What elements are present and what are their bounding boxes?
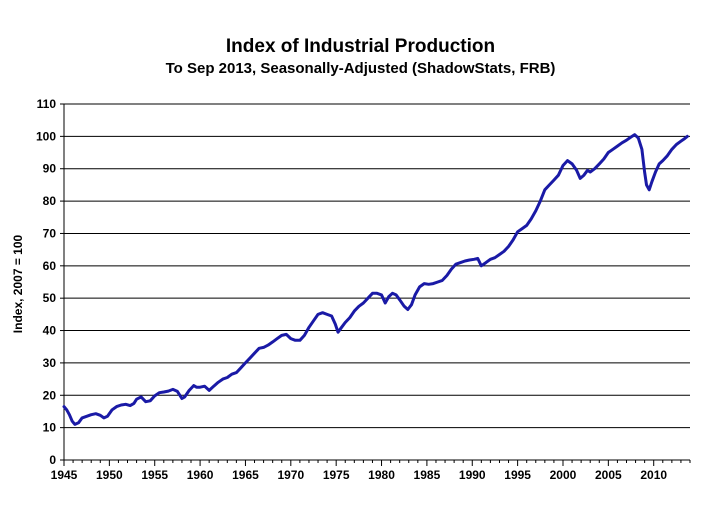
series-line-0: [62, 133, 689, 426]
x-tick-label-1970: 1970: [277, 468, 304, 482]
y-tick-label-70: 70: [43, 226, 57, 240]
x-tick-label-1980: 1980: [368, 468, 395, 482]
y-tick-label-40: 40: [43, 324, 57, 338]
x-tick-label-1985: 1985: [414, 468, 441, 482]
x-tick-label-1960: 1960: [187, 468, 214, 482]
y-tick-label-110: 110: [37, 97, 57, 111]
x-tick-label-1955: 1955: [141, 468, 168, 482]
y-tick-label-20: 20: [43, 388, 57, 402]
x-tick-label-1975: 1975: [323, 468, 350, 482]
series-group: [62, 133, 689, 426]
y-tick-label-90: 90: [43, 162, 57, 176]
y-tick-label-50: 50: [43, 291, 57, 305]
y-tick-label-0: 0: [49, 453, 56, 467]
x-axis-ticks: 1945 1950 1955 1960 1965 1970 1975 1980 1985 1990…: [51, 460, 691, 482]
x-tick-label-2010: 2010: [640, 468, 667, 482]
x-tick-label-2000: 2000: [550, 468, 577, 482]
y-axis-label: Index, 2007 = 100: [11, 234, 25, 333]
x-tick-label-1990: 1990: [459, 468, 486, 482]
chart-subtitle: To Sep 2013, Seasonally-Adjusted (Shadow…: [165, 60, 556, 77]
x-tick-label-2005: 2005: [595, 468, 622, 482]
y-tick-label-100: 100: [36, 129, 56, 143]
axes: [63, 104, 690, 461]
y-tick-label-80: 80: [43, 194, 57, 208]
x-tick-label-1965: 1965: [232, 468, 259, 482]
y-tick-label-30: 30: [43, 356, 57, 370]
y-tick-label-10: 10: [43, 421, 57, 435]
y-axis-ticks: 0 10 20 30 40 50 60 70 80 90 100 110: [36, 97, 64, 467]
x-tick-label-1950: 1950: [96, 468, 123, 482]
grid-lines: [64, 103, 690, 429]
x-tick-label-1945: 1945: [51, 468, 78, 482]
x-tick-label-1995: 1995: [504, 468, 531, 482]
y-tick-label-60: 60: [43, 259, 57, 273]
chart-title: Index of Industrial Production: [225, 36, 496, 57]
